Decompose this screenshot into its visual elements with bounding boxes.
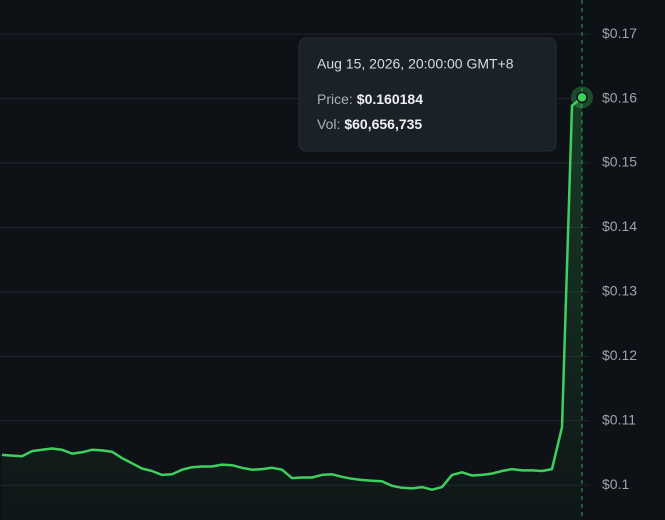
tooltip-box	[298, 37, 557, 152]
area	[2, 97, 582, 520]
y-tick-label: $0.1	[602, 476, 629, 492]
price-line	[1, 96, 583, 491]
y-tick-label: $0.14	[602, 218, 637, 234]
tooltip-vol: Vol: $60,656,735	[317, 116, 422, 132]
y-tick-label: $0.17	[602, 25, 637, 41]
tooltip-price: Price: $0.160184	[317, 91, 423, 107]
tooltip-price-label: Price:	[317, 91, 353, 107]
y-tick-label: $0.12	[602, 347, 637, 363]
tooltip-vol-label: Vol:	[317, 116, 340, 132]
y-tick-label: $0.13	[602, 283, 637, 299]
y-tick-label: $0.15	[602, 154, 637, 170]
tooltip: Aug 15, 2026, 20:00:00 GMT+8 Price: $0.16…	[298, 37, 557, 152]
tooltip-date: Aug 15, 2026, 20:00:00 GMT+8	[317, 56, 514, 72]
tooltip-price-value: $0.160184	[357, 91, 423, 107]
hover-point	[576, 91, 588, 104]
y-tick-label: $0.16	[602, 89, 637, 105]
tooltip-vol-value: $60,656,735	[344, 116, 422, 132]
y-tick-label: $0.11	[602, 411, 636, 427]
